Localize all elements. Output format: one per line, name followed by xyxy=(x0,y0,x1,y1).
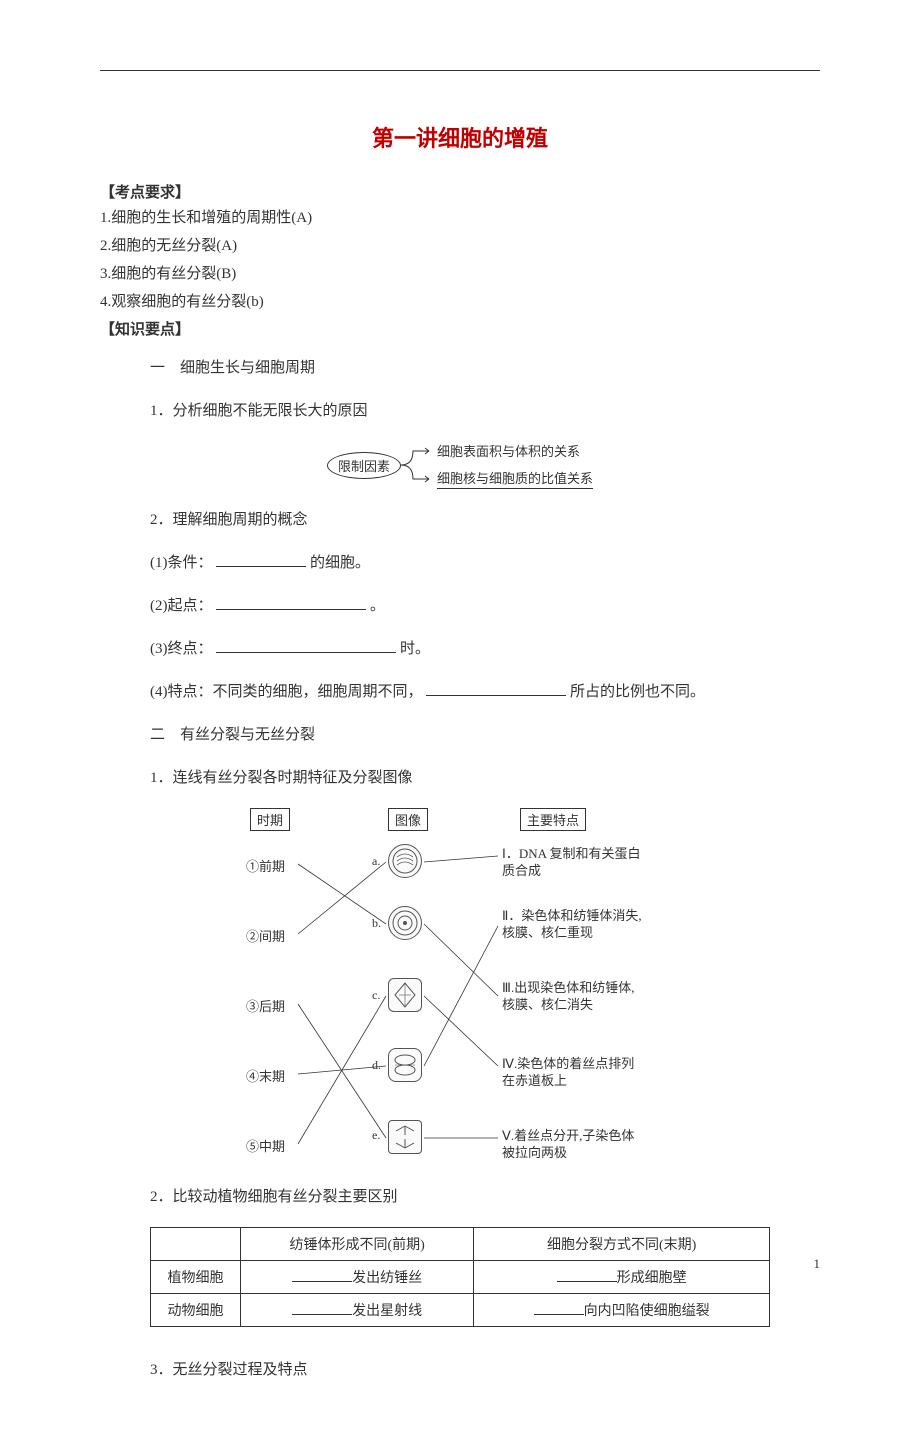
cell-text: 发出纺锤丝 xyxy=(352,1271,422,1286)
blank xyxy=(292,1268,352,1282)
concept-1: (1)条件： 的细胞。 xyxy=(100,550,820,577)
col-head: 细胞分裂方式不同(末期) xyxy=(474,1228,770,1261)
cell-text: 向内凹陷使细胞缢裂 xyxy=(584,1304,710,1319)
c1-pre: (1)条件： xyxy=(150,555,213,571)
limit-branch-top: 细胞表面积与体积的关系 xyxy=(437,441,593,460)
limit-center-oval: 限制因素 xyxy=(327,452,401,479)
concept-4: (4)特点：不同类的细胞，细胞周期不同， 所占的比例也不同。 xyxy=(100,679,820,706)
blank xyxy=(216,551,306,568)
table-row: 纺锤体形成不同(前期) 细胞分裂方式不同(末期) xyxy=(151,1228,770,1261)
item-1-1: 1．分析细胞不能无限长大的原因 xyxy=(100,398,820,425)
blank xyxy=(426,680,566,697)
limit-factor-diagram: 限制因素 细胞表面积与体积的关系 细胞核与细胞质的比值关系 xyxy=(100,441,820,489)
page-number: 1 xyxy=(814,1256,821,1272)
blank xyxy=(292,1301,352,1315)
req-item: 3.细胞的有丝分裂(B) xyxy=(100,262,820,286)
section-2-head: 二 有丝分裂与无丝分裂 xyxy=(100,722,820,749)
table-row: 植物细胞 发出纺锤丝 形成细胞壁 xyxy=(151,1261,770,1294)
concept-3: (3)终点： 时。 xyxy=(100,636,820,663)
req-item: 1.细胞的生长和增殖的周期性(A) xyxy=(100,206,820,230)
blank xyxy=(534,1301,584,1315)
table-row: 动物细胞 发出星射线 向内凹陷使细胞缢裂 xyxy=(151,1294,770,1327)
c2-post: 。 xyxy=(370,598,385,614)
row-label: 动物细胞 xyxy=(151,1294,241,1327)
c4-post: 所占的比例也不同。 xyxy=(570,684,705,700)
zhishi-head: 【知识要点】 xyxy=(100,318,820,339)
match-lines-right xyxy=(240,808,680,1168)
mitosis-match-diagram: 时期 图像 主要特点 ①前期 ②间期 ③后期 ④末期 ⑤中期 a. b. c. … xyxy=(240,808,680,1168)
page-title: 第一讲细胞的增殖 xyxy=(100,121,820,153)
concept-2: (2)起点： 。 xyxy=(100,593,820,620)
blank xyxy=(557,1268,617,1282)
top-rule xyxy=(100,70,820,71)
c3-post: 时。 xyxy=(400,641,430,657)
kaodian-head: 【考点要求】 xyxy=(100,181,820,202)
item-2-1: 1．连线有丝分裂各时期特征及分裂图像 xyxy=(100,765,820,792)
c2-pre: (2)起点： xyxy=(150,598,213,614)
item-2-2: 2．比较动植物细胞有丝分裂主要区别 xyxy=(100,1184,820,1211)
c4-pre: (4)特点：不同类的细胞，细胞周期不同， xyxy=(150,684,423,700)
item-1-2: 2．理解细胞周期的概念 xyxy=(100,507,820,534)
blank xyxy=(216,637,396,654)
item-2-3: 3．无丝分裂过程及特点 xyxy=(100,1357,820,1384)
c1-post: 的细胞。 xyxy=(310,555,370,571)
req-item: 2.细胞的无丝分裂(A) xyxy=(100,234,820,258)
section-1-head: 一 细胞生长与细胞周期 xyxy=(100,355,820,382)
compare-table: 纺锤体形成不同(前期) 细胞分裂方式不同(末期) 植物细胞 发出纺锤丝 形成细胞… xyxy=(150,1227,770,1327)
req-item: 4.观察细胞的有丝分裂(b) xyxy=(100,290,820,314)
cell-text: 形成细胞壁 xyxy=(617,1271,687,1286)
limit-branch-bottom: 细胞核与细胞质的比值关系 xyxy=(437,468,593,489)
cell-text: 发出星射线 xyxy=(352,1304,422,1319)
col-head: 纺锤体形成不同(前期) xyxy=(241,1228,474,1261)
blank xyxy=(216,594,366,611)
row-label: 植物细胞 xyxy=(151,1261,241,1294)
branch-lines xyxy=(399,442,439,488)
c3-pre: (3)终点： xyxy=(150,641,213,657)
